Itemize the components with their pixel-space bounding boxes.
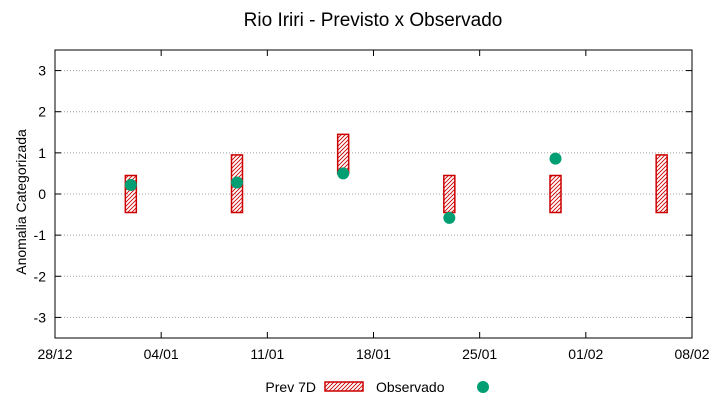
x-tick-label: 28/12 (37, 346, 72, 362)
observado-point (124, 178, 137, 191)
prev-7d-bar (655, 154, 668, 214)
y-tick-label: -3 (34, 309, 47, 325)
prev-7d-bar (443, 174, 456, 214)
y-tick-label: -1 (34, 227, 47, 243)
legend-label-prev: Prev 7D (265, 379, 316, 395)
chart-title: Rio Iriri - Previsto x Observado (244, 10, 503, 31)
prev-7d-bar (124, 174, 138, 214)
ticks-layer: 3 2 1 0 -1 -2 -3 28/12 04/01 11/01 18/01 25/01 01/02… (34, 50, 710, 362)
y-tick-label: 2 (38, 104, 46, 120)
y-tick-label: 1 (38, 145, 46, 161)
x-tick-label: 01/02 (568, 346, 603, 362)
legend-label-observado: Observado (376, 379, 445, 395)
observado-point (549, 152, 562, 165)
observado-point (337, 167, 350, 180)
x-tick-label: 25/01 (462, 346, 497, 362)
y-tick-label: 0 (38, 186, 46, 202)
x-tick-label: 08/02 (674, 346, 709, 362)
legend-swatch-observado (477, 381, 489, 393)
x-tick-label: 11/01 (250, 346, 284, 362)
bars-layer (124, 133, 668, 214)
grid-layer (55, 70, 692, 318)
observado-point (443, 211, 456, 224)
legend: Prev 7D Observado (265, 379, 489, 395)
prev-7d-bar (549, 174, 562, 214)
y-axis-label: Anomalia Categorizada (13, 129, 29, 275)
points-layer (124, 152, 562, 224)
x-tick-label: 18/01 (356, 346, 391, 362)
y-tick-label: -2 (34, 268, 47, 284)
x-tick-label: 04/01 (144, 346, 179, 362)
legend-swatch-prev (324, 381, 364, 392)
observado-point (231, 176, 243, 189)
y-tick-label: 3 (38, 63, 46, 79)
